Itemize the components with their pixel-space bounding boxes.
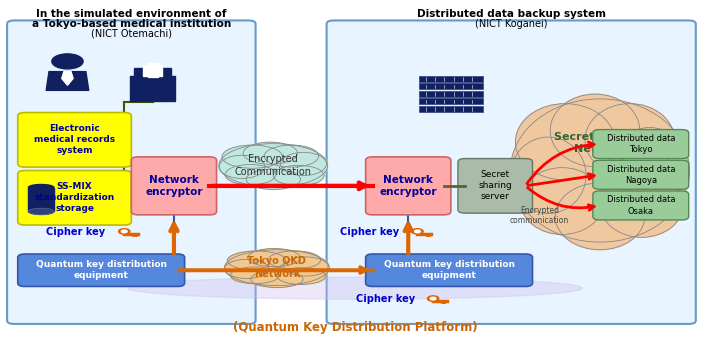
Text: (NICT Koganei): (NICT Koganei) <box>475 19 547 29</box>
Ellipse shape <box>128 277 582 299</box>
Text: Distributed data
Osaka: Distributed data Osaka <box>606 195 675 216</box>
Ellipse shape <box>251 271 303 287</box>
Text: Encrypted
communication: Encrypted communication <box>510 206 569 225</box>
Text: Quantum key distribution
equipment: Quantum key distribution equipment <box>36 260 167 280</box>
FancyBboxPatch shape <box>7 20 256 324</box>
Ellipse shape <box>555 183 645 250</box>
Circle shape <box>430 297 436 300</box>
Ellipse shape <box>230 267 279 284</box>
Ellipse shape <box>600 170 684 237</box>
Ellipse shape <box>227 251 285 270</box>
Polygon shape <box>62 72 73 85</box>
Ellipse shape <box>246 169 300 190</box>
Ellipse shape <box>520 168 604 235</box>
FancyBboxPatch shape <box>153 86 160 90</box>
FancyBboxPatch shape <box>153 92 160 97</box>
Text: Cipher key: Cipher key <box>356 294 415 304</box>
Text: Electronic
medical records
system: Electronic medical records system <box>34 124 115 155</box>
Ellipse shape <box>612 128 687 204</box>
FancyBboxPatch shape <box>366 157 451 215</box>
Ellipse shape <box>550 94 640 167</box>
FancyBboxPatch shape <box>593 160 689 189</box>
FancyBboxPatch shape <box>18 254 185 286</box>
Text: Network
encryptor: Network encryptor <box>380 175 437 197</box>
FancyBboxPatch shape <box>145 79 152 83</box>
FancyBboxPatch shape <box>18 113 131 167</box>
Text: Encrypted
Communication: Encrypted Communication <box>235 154 312 177</box>
Ellipse shape <box>222 145 283 168</box>
Ellipse shape <box>244 142 297 164</box>
Circle shape <box>52 54 83 69</box>
FancyBboxPatch shape <box>593 191 689 220</box>
Text: a Tokyo-based medical institution: a Tokyo-based medical institution <box>32 19 231 29</box>
Ellipse shape <box>264 145 319 167</box>
FancyBboxPatch shape <box>136 92 143 97</box>
Ellipse shape <box>515 104 615 180</box>
Text: Secret Sharing
Network: Secret Sharing Network <box>554 132 646 154</box>
FancyBboxPatch shape <box>419 98 483 104</box>
FancyBboxPatch shape <box>162 92 169 97</box>
Text: Distributed data
Nagoya: Distributed data Nagoya <box>606 165 675 185</box>
Text: Cipher key: Cipher key <box>46 227 105 237</box>
Circle shape <box>415 230 420 233</box>
FancyBboxPatch shape <box>18 170 131 225</box>
Ellipse shape <box>28 184 54 191</box>
FancyBboxPatch shape <box>419 83 483 89</box>
Ellipse shape <box>224 259 269 278</box>
FancyBboxPatch shape <box>162 86 169 90</box>
Text: Cipher key: Cipher key <box>340 227 399 237</box>
Ellipse shape <box>224 250 329 286</box>
FancyBboxPatch shape <box>130 76 175 101</box>
FancyBboxPatch shape <box>136 79 143 83</box>
Text: Quantum key distribution
equipment: Quantum key distribution equipment <box>383 260 515 280</box>
Ellipse shape <box>510 137 586 213</box>
FancyBboxPatch shape <box>148 63 158 77</box>
FancyBboxPatch shape <box>162 79 169 83</box>
Ellipse shape <box>219 155 265 178</box>
Text: Distributed data
Tokyo: Distributed data Tokyo <box>606 134 675 154</box>
Text: Network
encryptor: Network encryptor <box>146 175 202 197</box>
Text: Secret
sharing
server: Secret sharing server <box>479 170 512 202</box>
Ellipse shape <box>284 257 328 276</box>
FancyBboxPatch shape <box>419 106 483 112</box>
Polygon shape <box>46 72 89 90</box>
Ellipse shape <box>28 208 54 214</box>
FancyBboxPatch shape <box>136 86 143 90</box>
Ellipse shape <box>510 99 689 242</box>
FancyBboxPatch shape <box>131 157 217 215</box>
Text: In the simulated environment of: In the simulated environment of <box>36 9 226 18</box>
FancyBboxPatch shape <box>458 159 532 213</box>
Text: Distributed data backup system: Distributed data backup system <box>417 9 606 18</box>
Ellipse shape <box>273 165 324 186</box>
Ellipse shape <box>219 144 328 187</box>
Ellipse shape <box>268 251 321 269</box>
FancyBboxPatch shape <box>419 91 483 97</box>
Ellipse shape <box>225 164 275 185</box>
FancyBboxPatch shape <box>593 130 689 159</box>
FancyBboxPatch shape <box>28 188 54 211</box>
Text: (NICT Otemachi): (NICT Otemachi) <box>91 29 172 39</box>
Text: SS-MIX
standardization
storage: SS-MIX standardization storage <box>34 182 115 213</box>
Ellipse shape <box>277 268 326 284</box>
Circle shape <box>427 296 439 301</box>
FancyBboxPatch shape <box>327 20 696 324</box>
FancyBboxPatch shape <box>419 76 483 82</box>
FancyBboxPatch shape <box>145 92 152 97</box>
Circle shape <box>119 229 130 234</box>
FancyBboxPatch shape <box>143 65 162 76</box>
Ellipse shape <box>280 152 327 176</box>
Ellipse shape <box>585 104 674 176</box>
Text: (Quantum Key Distribution Platform): (Quantum Key Distribution Platform) <box>233 321 477 334</box>
FancyBboxPatch shape <box>366 254 532 286</box>
Text: Tokyo QKD
Network: Tokyo QKD Network <box>248 256 306 279</box>
FancyBboxPatch shape <box>145 86 152 90</box>
FancyBboxPatch shape <box>153 79 160 83</box>
Ellipse shape <box>248 249 300 267</box>
FancyBboxPatch shape <box>134 68 171 76</box>
Circle shape <box>121 230 127 233</box>
Circle shape <box>412 229 423 234</box>
